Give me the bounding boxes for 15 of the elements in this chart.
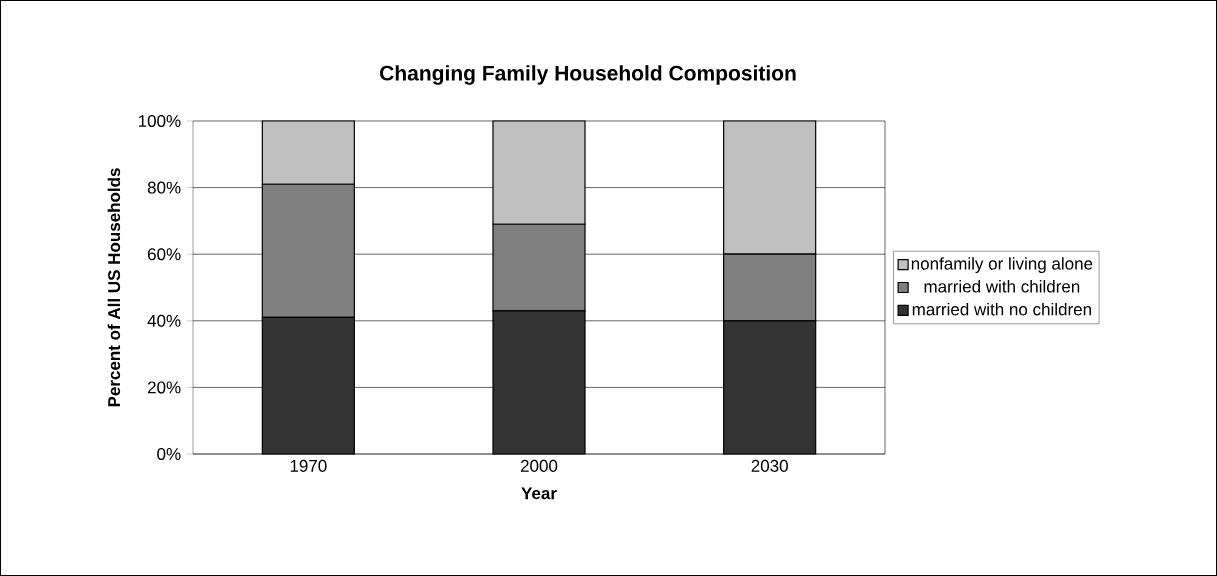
y-tick-label: 80% — [147, 181, 181, 194]
legend-label: married with no children — [912, 302, 1091, 316]
y-tick-label: 100% — [138, 114, 181, 128]
x-tick-label: 2030 — [751, 459, 788, 472]
y-axis-title: Percent of All US Households — [107, 168, 121, 407]
y-tick-label: 0% — [157, 447, 181, 461]
y-tick-label: 20% — [147, 381, 181, 394]
x-tick-label: 1970 — [290, 459, 327, 472]
chart-title: Changing Family Household Composition — [380, 65, 796, 85]
x-tick-label: 2000 — [520, 459, 558, 472]
legend-label: nonfamily or living alone — [911, 257, 1093, 274]
x-axis-title: Year — [521, 487, 557, 500]
legend-label: married with children — [924, 280, 1080, 293]
y-tick-label: 40% — [147, 314, 181, 327]
y-tick-label: 60% — [147, 248, 181, 261]
